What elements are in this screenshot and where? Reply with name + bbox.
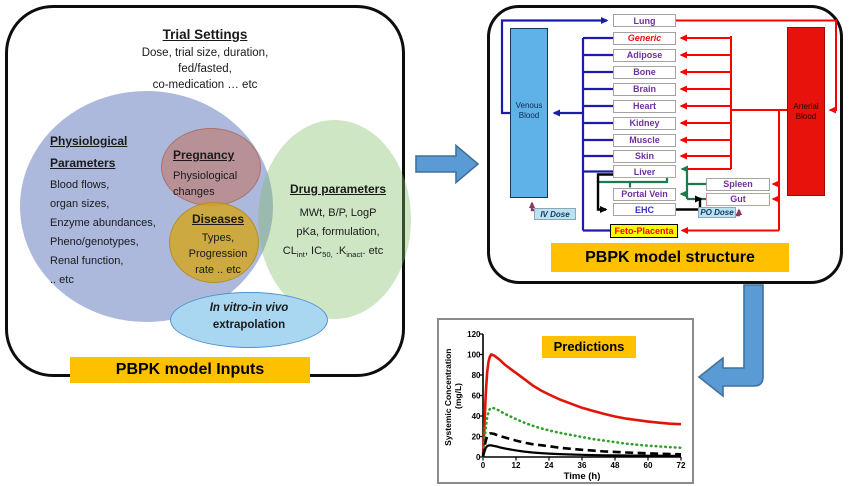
diseases-circle	[169, 202, 259, 283]
feto-placenta-box: Feto-Placenta	[610, 224, 678, 238]
pregnancy-circle	[161, 128, 261, 206]
organ-box-spleen: Spleen	[706, 177, 770, 191]
trial-settings-line: Dose, trial size, duration,	[141, 47, 269, 59]
svg-text:0: 0	[476, 453, 481, 462]
physiological-item: organ sizes,	[50, 198, 110, 210]
drug-parameters-heading: Drug parameters	[289, 182, 387, 196]
pregnancy-line: Physiological	[173, 170, 238, 182]
diseases-heading: Diseases	[191, 212, 245, 226]
organ-box-muscle: Muscle	[613, 133, 676, 147]
organ-box-adipose: Adipose	[613, 48, 676, 62]
organ-box-portal-vein: Portal Vein	[613, 187, 676, 201]
organ-box-bone: Bone	[613, 65, 676, 79]
organ-box-generic: Generic	[613, 31, 676, 45]
organ-box-heart: Heart	[613, 99, 676, 113]
organ-box-brain: Brain	[613, 82, 676, 96]
trial-settings-title: Trial Settings	[162, 27, 248, 42]
organ-box-gut: Gut	[706, 192, 770, 206]
diseases-line: Progression	[188, 248, 248, 260]
y-tick-marks	[479, 333, 483, 458]
physiological-item: Blood flows,	[50, 179, 110, 191]
ivive-line: extrapolation	[212, 319, 286, 331]
arterial-blood-compartment: Arterial Blood	[787, 27, 825, 196]
trial-settings-line: co-medication … etc	[152, 79, 258, 91]
x-tick-labels: 0 12 24 36 48 60 72	[481, 461, 686, 470]
series-green-dotted	[481, 406, 683, 459]
organ-box-skin: Skin	[613, 149, 676, 163]
svg-text:36: 36	[578, 461, 587, 470]
x-axis-label: Time (h)	[564, 471, 601, 482]
drug-parameters-line: CLint, IC50, .Kinact. etc	[282, 245, 384, 260]
trial-settings-line: fed/fasted,	[178, 63, 232, 75]
svg-text:12: 12	[512, 461, 521, 470]
svg-text:0: 0	[481, 461, 486, 470]
svg-text:72: 72	[677, 461, 686, 470]
po-dose-box: PO Dose	[698, 207, 736, 218]
pregnancy-heading: Pregnancy	[173, 148, 235, 162]
pregnancy-line: changes	[173, 186, 215, 198]
svg-text:120: 120	[467, 330, 481, 339]
x-tick-marks	[482, 457, 682, 461]
organ-box-lung: Lung	[613, 14, 676, 27]
physiological-item: Renal function,	[50, 255, 124, 267]
physiological-heading: Physiological	[50, 134, 128, 148]
organ-box-kidney: Kidney	[613, 116, 676, 130]
svg-text:60: 60	[472, 392, 481, 401]
svg-text:100: 100	[467, 351, 481, 360]
y-tick-labels: 0 20 40 60 80 100 120	[467, 330, 481, 462]
drug-parameters-circle	[258, 120, 411, 319]
series-black-dashed	[481, 432, 682, 458]
physiological-items: Blood flows, organ sizes, Enzyme abundan…	[50, 176, 156, 290]
flow-arrow-down-left-icon	[697, 284, 764, 398]
predictions-title: Predictions	[542, 336, 636, 358]
diseases-line: rate .. etc	[195, 264, 241, 276]
svg-text:20: 20	[472, 433, 481, 442]
y-axis-label: Systemic Concentration (mg/L)	[443, 346, 463, 446]
ivive-line: In vitro-in vivo	[209, 302, 289, 314]
svg-text:60: 60	[644, 461, 653, 470]
series-red-solid	[481, 352, 682, 458]
venous-blood-compartment: Venous Blood	[510, 28, 548, 198]
svg-text:24: 24	[545, 461, 554, 470]
pbpk-inputs-panel: Trial Settings Dose, trial size, duratio…	[5, 5, 411, 383]
physiological-item: Enzyme abundances,	[50, 217, 156, 229]
iv-dose-box: IV Dose	[534, 208, 576, 220]
diseases-line: Types,	[201, 232, 235, 244]
pbpk-inputs-banner: PBPK model Inputs	[70, 357, 310, 383]
concentration-time-plot: 0 20 40 60 80 100 120 0 12 24 36 48 60 7…	[443, 330, 686, 482]
series-black-solid	[481, 444, 681, 458]
organ-box-ehc: EHC	[613, 203, 676, 216]
pbpk-structure-banner: PBPK model structure	[551, 243, 789, 272]
svg-text:40: 40	[472, 412, 481, 421]
svg-text:48: 48	[611, 461, 620, 470]
predictions-chart: 0 20 40 60 80 100 120 0 12 24 36 48 60 7…	[437, 318, 694, 484]
organ-box-liver: Liver	[613, 165, 676, 178]
drug-parameters-line: MWt, B/P, LogP	[299, 207, 377, 219]
ivive-ellipse	[170, 292, 328, 348]
physiological-item: .. etc	[50, 274, 74, 286]
svg-text:80: 80	[472, 371, 481, 380]
physiological-item: Pheno/genotypes,	[50, 236, 139, 248]
flow-arrow-right-icon	[415, 143, 480, 185]
physiological-heading: Parameters	[50, 156, 116, 170]
drug-parameters-line: pKa, formulation,	[296, 226, 380, 238]
